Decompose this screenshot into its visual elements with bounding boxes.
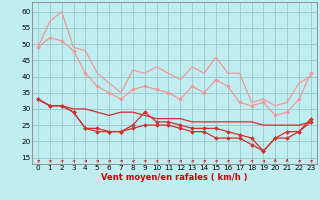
X-axis label: Vent moyen/en rafales ( km/h ): Vent moyen/en rafales ( km/h ): [101, 173, 248, 182]
